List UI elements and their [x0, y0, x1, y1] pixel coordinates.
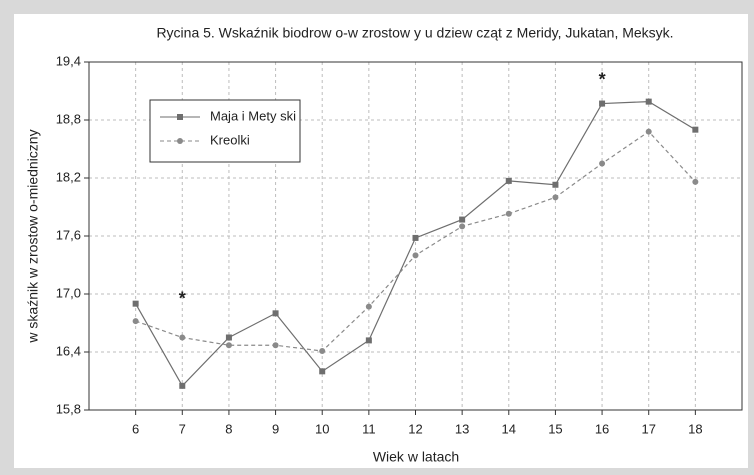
- x-tick-label: 9: [272, 421, 279, 436]
- x-tick-label: 13: [455, 421, 469, 436]
- panel: [14, 14, 748, 468]
- y-tick-label: 18,8: [56, 111, 81, 126]
- point: [179, 382, 186, 389]
- legend-marker: [177, 138, 183, 144]
- y-axis-label: w skaźnik w zrostow o-miedniczny: [25, 129, 41, 343]
- point: [459, 216, 466, 223]
- point: [692, 178, 699, 185]
- annotation: *: [599, 69, 606, 89]
- point: [365, 303, 372, 310]
- point: [552, 181, 559, 188]
- x-tick-label: 15: [548, 421, 562, 436]
- point: [412, 234, 419, 241]
- x-tick-label: 6: [132, 421, 139, 436]
- point: [132, 300, 139, 307]
- y-tick-label: 19,4: [56, 53, 81, 68]
- point: [225, 342, 232, 349]
- point: [505, 177, 512, 184]
- point: [599, 160, 606, 167]
- point: [365, 337, 372, 344]
- point: [552, 194, 559, 201]
- legend-marker: [177, 114, 183, 120]
- legend-label: Maja i Mety ski: [210, 108, 296, 123]
- x-tick-label: 17: [641, 421, 655, 436]
- point: [132, 318, 139, 325]
- point: [645, 128, 652, 135]
- point: [272, 342, 279, 349]
- x-tick-label: 7: [179, 421, 186, 436]
- point: [459, 223, 466, 230]
- x-tick-label: 8: [225, 421, 232, 436]
- x-tick-label: 10: [315, 421, 329, 436]
- y-tick-label: 15,8: [56, 401, 81, 416]
- x-tick-label: 14: [502, 421, 516, 436]
- point: [505, 210, 512, 217]
- point: [319, 368, 326, 375]
- x-tick-label: 16: [595, 421, 609, 436]
- x-axis-label: Wiek w latach: [373, 449, 459, 465]
- chart-title: Rycina 5. Wskaźnik biodrow o-w zrostow y…: [156, 25, 673, 41]
- point: [272, 310, 279, 317]
- y-tick-label: 17,0: [56, 285, 81, 300]
- legend-box: [149, 99, 301, 163]
- point: [599, 100, 606, 107]
- plot-frame: [88, 61, 743, 411]
- annotation: *: [179, 289, 186, 309]
- y-tick-label: 18,2: [56, 169, 81, 184]
- legend-label: Kreolki: [210, 132, 250, 147]
- point: [179, 334, 186, 341]
- point: [645, 98, 652, 105]
- point: [319, 348, 326, 355]
- y-tick-label: 16,4: [56, 343, 81, 358]
- y-tick-label: 17,6: [56, 227, 81, 242]
- x-tick-label: 12: [408, 421, 422, 436]
- point: [225, 334, 232, 341]
- point: [692, 126, 699, 133]
- point: [412, 252, 419, 259]
- x-tick-label: 18: [688, 421, 702, 436]
- x-tick-label: 11: [362, 421, 376, 436]
